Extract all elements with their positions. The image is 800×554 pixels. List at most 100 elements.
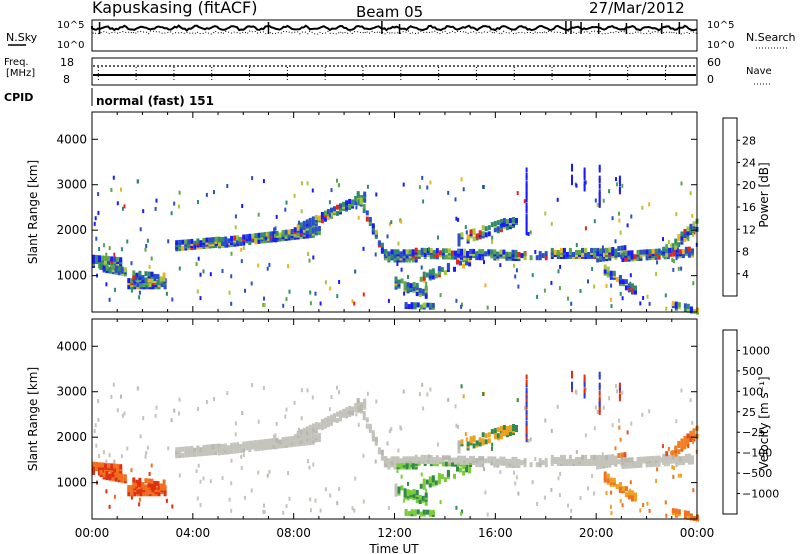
power-cell — [314, 226, 318, 232]
noise-right-tick-low: 10^0 — [707, 40, 734, 51]
power-cell — [281, 230, 285, 236]
colorbar-tick-label: 4 — [742, 268, 749, 281]
colorbar-tick-label: 12 — [742, 223, 756, 236]
velocity-cell — [525, 415, 528, 421]
velocity-cell — [462, 470, 466, 476]
velocity-cell — [608, 454, 612, 460]
velocity-cell — [415, 498, 419, 504]
velocity-cell — [237, 444, 240, 449]
x-tick-label: 08:00 — [276, 526, 311, 540]
power-cell — [529, 255, 533, 261]
velocity-cell — [611, 423, 614, 428]
velocity-cell — [145, 451, 148, 455]
station-title: Kapuskasing (fitACF) — [92, 0, 257, 17]
velocity-cell — [534, 457, 537, 461]
velocity-cell — [230, 458, 233, 463]
power-cell — [248, 233, 252, 239]
velocity-cell — [603, 459, 605, 464]
power-cell — [689, 191, 692, 196]
velocity-cell — [431, 475, 435, 481]
velocity-cell — [138, 502, 141, 507]
velocity-cell — [515, 475, 518, 480]
velocity-cell — [505, 458, 509, 464]
velocity-cell — [665, 513, 668, 518]
velocity-cell — [266, 473, 269, 478]
velocity-cell — [487, 432, 491, 438]
velocity-cell — [431, 509, 435, 515]
velocity-cell — [419, 511, 423, 517]
power-cell — [441, 254, 445, 260]
velocity-cell — [263, 503, 265, 508]
velocity-cell — [439, 500, 442, 505]
velocity-cell — [390, 456, 394, 462]
velocity-cell — [336, 417, 339, 423]
velocity-cell — [320, 425, 324, 431]
velocity-cell — [672, 466, 675, 471]
velocity-cell — [515, 425, 518, 430]
power-cell — [618, 181, 621, 187]
power-cell — [116, 256, 120, 262]
power-cell — [610, 283, 613, 288]
velocity-cell — [502, 456, 506, 462]
power-cell — [460, 304, 463, 309]
power-cell — [499, 249, 503, 255]
power-cell — [587, 252, 591, 257]
power-cell — [351, 299, 354, 304]
power-cell — [202, 237, 206, 243]
power-cell — [354, 200, 358, 206]
power-cell — [525, 189, 528, 195]
velocity-cell — [108, 504, 111, 509]
power-cell — [123, 267, 127, 273]
velocity-cell — [457, 444, 461, 450]
power-cell — [265, 236, 268, 241]
power-cell — [618, 178, 621, 184]
velocity-cell — [525, 396, 528, 402]
power-cell — [154, 206, 157, 211]
power-cell — [285, 297, 288, 302]
velocity-cell — [308, 436, 312, 441]
velocity-cell — [598, 371, 601, 377]
power-cell — [111, 265, 115, 271]
power-cell — [460, 232, 464, 238]
velocity-cell — [427, 509, 430, 514]
velocity-cell — [621, 390, 624, 395]
velocity-cell — [199, 447, 203, 453]
power-cell — [611, 216, 614, 221]
power-cell — [184, 239, 188, 245]
velocity-cell — [671, 508, 675, 514]
velocity-cell — [655, 478, 658, 483]
velocity-cell — [550, 428, 553, 433]
velocity-cell — [162, 483, 166, 489]
velocity-cell — [194, 451, 196, 456]
power-cell — [244, 288, 246, 293]
velocity-cell — [465, 467, 469, 473]
velocity-cell — [481, 432, 485, 438]
velocity-cell — [242, 447, 246, 453]
power-cell — [386, 234, 389, 239]
power-cell — [139, 227, 142, 232]
power-cell — [525, 219, 528, 225]
power-cell — [409, 283, 413, 289]
power-cell — [348, 203, 352, 208]
power-cell — [126, 239, 129, 244]
power-cell — [181, 239, 185, 245]
power-cell — [363, 191, 367, 197]
power-cell — [384, 249, 388, 255]
velocity-cell — [233, 442, 237, 448]
power-cell — [226, 184, 229, 188]
velocity-cell — [248, 440, 252, 446]
power-cell — [414, 247, 418, 253]
velocity-cell — [171, 504, 174, 509]
velocity-cell — [645, 456, 649, 462]
power-cell — [558, 286, 561, 291]
velocity-cell — [272, 438, 276, 444]
noise-left-tick-high: 10^5 — [57, 20, 84, 31]
power-cell — [205, 192, 208, 197]
velocity-cell — [664, 500, 667, 505]
freq-label-2: [MHz] — [6, 68, 35, 79]
power-cell — [598, 197, 601, 203]
noise-panel: N.Sky 10^5 10^0 10^5 10^0 N.Search — [6, 19, 796, 52]
power-cell — [390, 253, 394, 259]
velocity-cell — [535, 462, 539, 468]
power-cell — [674, 301, 678, 307]
